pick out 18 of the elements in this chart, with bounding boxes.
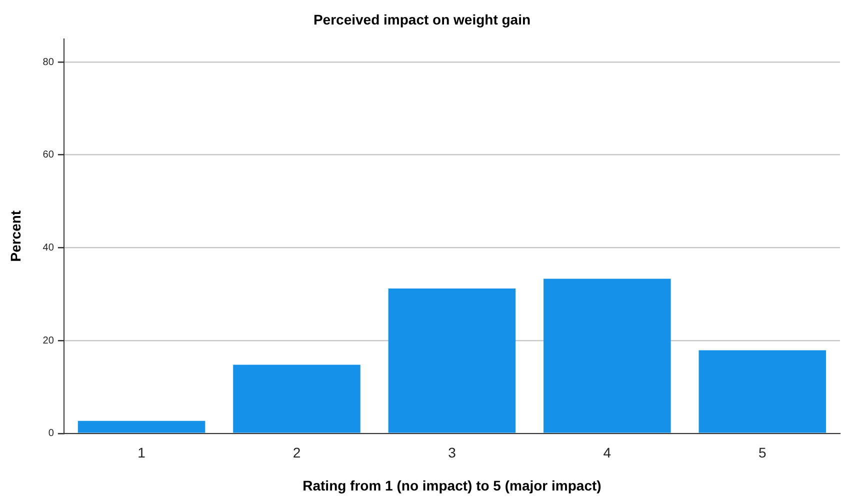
x-tick-label: 1 <box>138 444 146 461</box>
x-tick-label: 3 <box>448 444 456 461</box>
bar <box>388 288 516 433</box>
y-tick-label: 40 <box>42 242 54 254</box>
y-tick-label: 80 <box>42 56 54 68</box>
bar <box>78 420 206 433</box>
y-tick-label: 20 <box>42 335 54 346</box>
y-axis-title: Percent <box>7 210 24 262</box>
bar <box>544 278 671 433</box>
x-tick-label: 2 <box>292 444 301 461</box>
bar <box>698 350 826 433</box>
y-tick-label: 0 <box>48 428 54 440</box>
bar <box>233 364 360 433</box>
y-tick-label: 60 <box>42 150 54 161</box>
chart-title: Perceived impact on weight gain <box>313 11 531 28</box>
x-tick-label: 5 <box>758 444 766 461</box>
x-tick-label: 4 <box>603 444 612 461</box>
x-axis-title: Rating from 1 (no impact) to 5 (major impact) <box>302 477 602 494</box>
